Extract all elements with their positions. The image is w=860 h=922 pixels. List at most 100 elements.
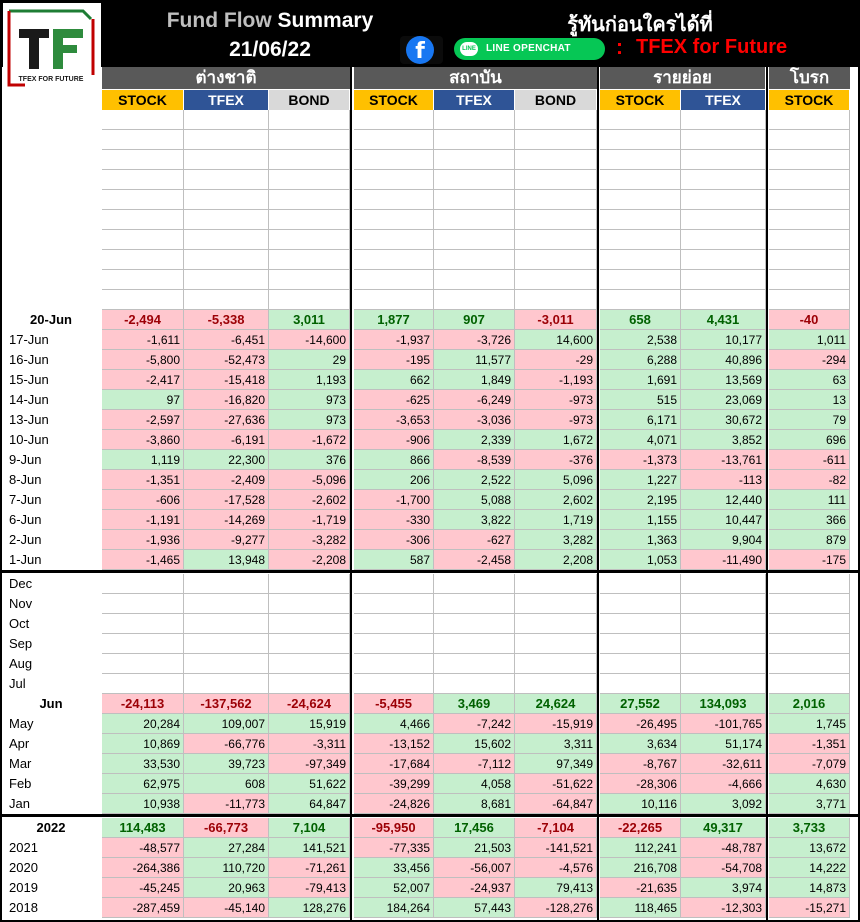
- value-cell: 8,681: [434, 794, 515, 814]
- value-cell: [434, 290, 515, 310]
- value-cell: 12,440: [681, 490, 766, 510]
- value-cell: -3,036: [434, 410, 515, 430]
- value-cell: -973: [515, 390, 597, 410]
- value-cell: [681, 130, 766, 150]
- value-cell: -15,919: [515, 714, 597, 734]
- value-cell: -26,495: [600, 714, 681, 734]
- value-cell: 109,007: [184, 714, 269, 734]
- value-cell: 608: [184, 774, 269, 794]
- value-cell: -2,494: [102, 310, 184, 330]
- value-cell: 128,276: [269, 898, 350, 918]
- value-cell: -906: [354, 430, 434, 450]
- logo: TFEX FOR FUTURE: [3, 3, 101, 99]
- value-cell: -3,860: [102, 430, 184, 450]
- row-label: 2-Jun: [9, 532, 42, 547]
- value-cell: 14,600: [515, 330, 597, 350]
- empty-month-row: Jul: [0, 674, 860, 694]
- value-cell: 1,672: [515, 430, 597, 450]
- value-cell: -6,191: [184, 430, 269, 450]
- value-cell: -625: [354, 390, 434, 410]
- value-cell: [269, 110, 350, 130]
- row-label: 7-Jun: [9, 492, 42, 507]
- group-foreign: ต่างชาติ: [102, 67, 350, 89]
- value-cell: -330: [354, 510, 434, 530]
- value-cell: 62,975: [102, 774, 184, 794]
- value-cell: [769, 190, 850, 210]
- value-cell: [600, 170, 681, 190]
- value-cell: -9,277: [184, 530, 269, 550]
- channel-name: TFEX for Future: [636, 36, 788, 58]
- value-cell: [354, 110, 434, 130]
- value-cell: 63: [769, 370, 850, 390]
- value-cell: [434, 594, 515, 614]
- value-cell: 52,007: [354, 878, 434, 898]
- value-cell: 1,691: [600, 370, 681, 390]
- value-cell: [102, 290, 184, 310]
- value-cell: -13,152: [354, 734, 434, 754]
- value-cell: [269, 614, 350, 634]
- value-cell: -66,773: [184, 818, 269, 838]
- value-cell: -2,602: [269, 490, 350, 510]
- value-cell: 20,284: [102, 714, 184, 734]
- facebook-button[interactable]: f: [400, 36, 443, 64]
- line-openchat-button[interactable]: LINE LINE OPENCHAT: [454, 38, 605, 60]
- value-cell: [184, 270, 269, 290]
- value-cell: [515, 574, 597, 594]
- value-cell: -79,413: [269, 878, 350, 898]
- value-cell: 2,195: [600, 490, 681, 510]
- row-label: Nov: [9, 596, 33, 611]
- value-cell: -8,539: [434, 450, 515, 470]
- value-cell: [269, 594, 350, 614]
- value-cell: [769, 130, 850, 150]
- value-cell: -13,761: [681, 450, 766, 470]
- value-cell: [434, 210, 515, 230]
- subheader-9-stock: STOCK: [769, 90, 849, 110]
- value-cell: -3,011: [515, 310, 597, 330]
- value-cell: [600, 634, 681, 654]
- value-cell: [102, 130, 184, 150]
- subheader-8-tfex: TFEX: [681, 90, 765, 110]
- value-cell: 64,847: [269, 794, 350, 814]
- value-cell: -175: [769, 550, 850, 570]
- value-cell: -39,299: [354, 774, 434, 794]
- value-cell: 11,577: [434, 350, 515, 370]
- value-cell: [681, 210, 766, 230]
- value-cell: [354, 130, 434, 150]
- value-cell: [515, 110, 597, 130]
- yearly-row: 2021 -48,577 27,284 141,521 -77,335 21,503 -14…: [0, 838, 860, 858]
- value-cell: -8,767: [600, 754, 681, 774]
- line-openchat-label: LINE OPENCHAT: [486, 43, 571, 54]
- value-cell: 13,569: [681, 370, 766, 390]
- value-cell: -294: [769, 350, 850, 370]
- row-label: 15-Jun: [9, 372, 49, 387]
- value-cell: [515, 230, 597, 250]
- empty-row: [0, 230, 860, 250]
- daily-total-row: 20-Jun -2,494 -5,338 3,011 1,877 907 -3,011 658…: [0, 310, 860, 330]
- value-cell: [515, 210, 597, 230]
- value-cell: 2,016: [769, 694, 850, 714]
- value-cell: [354, 290, 434, 310]
- value-cell: 5,088: [434, 490, 515, 510]
- value-cell: 39,723: [184, 754, 269, 774]
- value-cell: 21,503: [434, 838, 515, 858]
- value-cell: [515, 170, 597, 190]
- value-cell: [434, 574, 515, 594]
- value-cell: -1,373: [600, 450, 681, 470]
- value-cell: [102, 150, 184, 170]
- value-cell: [184, 654, 269, 674]
- value-cell: -32,611: [681, 754, 766, 774]
- group-retail: รายย่อย: [600, 67, 765, 89]
- value-cell: 206: [354, 470, 434, 490]
- monthly-row: Mar 33,530 39,723 -97,349 -17,684 -7,112 97,34…: [0, 754, 860, 774]
- yearly-row: 2018 -287,459 -45,140 128,276 184,264 57,443-…: [0, 898, 860, 918]
- value-cell: [102, 110, 184, 130]
- daily-row: 15-Jun -2,417 -15,418 1,193 662 1,849 -1,193 1,…: [0, 370, 860, 390]
- value-cell: -14,600: [269, 330, 350, 350]
- value-cell: [269, 230, 350, 250]
- value-cell: 30,672: [681, 410, 766, 430]
- value-cell: [434, 614, 515, 634]
- value-cell: [681, 290, 766, 310]
- value-cell: -6,451: [184, 330, 269, 350]
- value-cell: -15,271: [769, 898, 850, 918]
- value-cell: -28,306: [600, 774, 681, 794]
